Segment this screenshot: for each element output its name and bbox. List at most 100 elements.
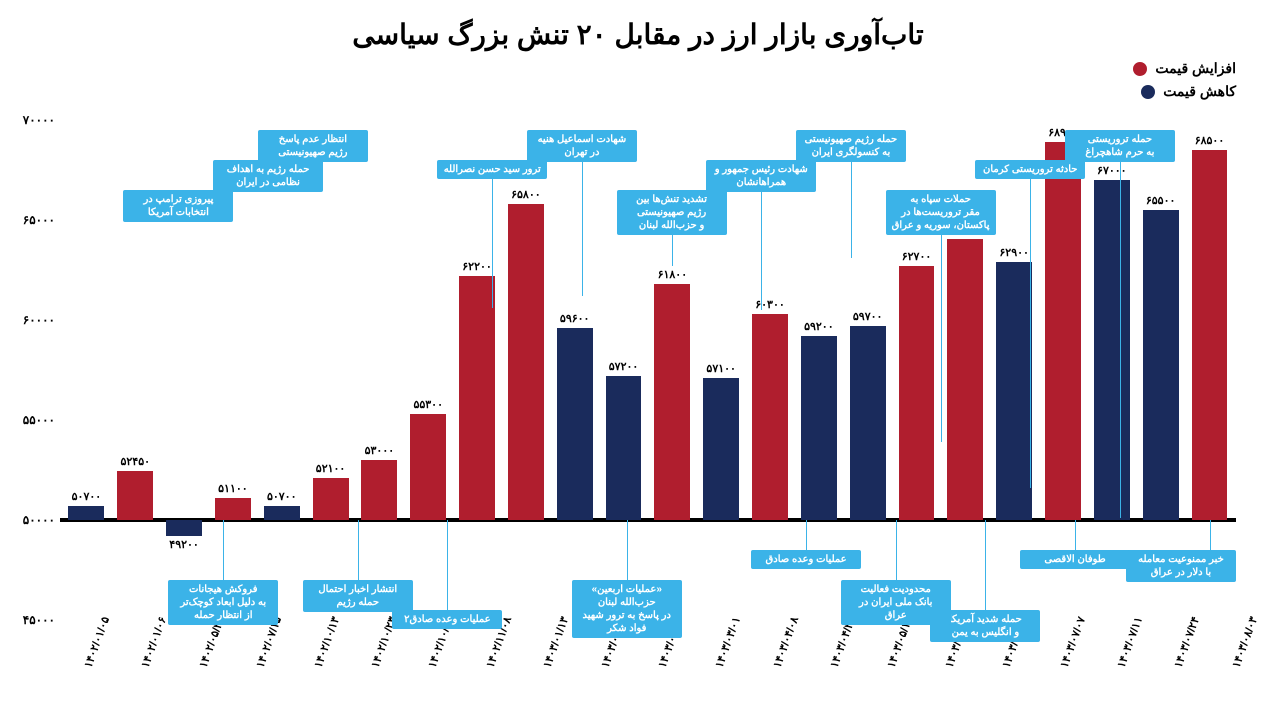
bar bbox=[1143, 210, 1179, 520]
bar-slot: ۶۱۸۰۰ bbox=[650, 120, 695, 620]
bar bbox=[752, 314, 788, 520]
bar-slot: ۶۴۰۵۰ bbox=[943, 120, 988, 620]
x-label: ۱۴۰۳/۰۴/۰۸ bbox=[770, 615, 800, 670]
bar bbox=[361, 460, 397, 520]
bar-slot: ۵۲۴۵۰ bbox=[113, 120, 158, 620]
bar bbox=[508, 204, 544, 520]
x-label: ۱۴۰۲/۱۰/۲۶ bbox=[426, 615, 456, 670]
page-title: تاب‌آوری بازار ارز در مقابل ۲۰ تنش بزرگ … bbox=[0, 0, 1276, 61]
x-axis-labels: ۱۴۰۲/۰۱/۰۵۱۴۰۲/۰۱/۰۶۱۴۰۲/۰۵/۲۳۱۴۰۲/۰۷/۱۵… bbox=[60, 640, 1236, 653]
y-tick: ۴۵۰۰۰ bbox=[23, 613, 55, 627]
bar-value-label: ۶۵۸۰۰ bbox=[503, 188, 548, 201]
bar-slot: ۶۲۷۰۰ bbox=[894, 120, 939, 620]
bar bbox=[68, 506, 104, 520]
bar-value-label: ۵۹۲۰۰ bbox=[796, 320, 841, 333]
bar-slot: ۵۹۶۰۰ bbox=[552, 120, 597, 620]
bar-value-label: ۵۹۶۰۰ bbox=[552, 312, 597, 325]
bar bbox=[1045, 142, 1081, 520]
bar bbox=[801, 336, 837, 520]
legend-decrease: کاهش قیمت bbox=[1133, 83, 1236, 100]
bar-slot: ۵۹۲۰۰ bbox=[796, 120, 841, 620]
x-label: ۱۴۰۳/۰۱/۱۳ bbox=[541, 615, 571, 670]
x-label: ۱۴۰۲/۰۵/۲۳ bbox=[196, 615, 226, 670]
x-label: ۱۴۰۳/۰۸/۰۳ bbox=[1229, 615, 1259, 670]
bar-slot: ۴۹۲۰۰ bbox=[162, 120, 207, 620]
bar bbox=[117, 471, 153, 520]
x-label: ۱۴۰۳/۰۶/۳۰ bbox=[1000, 615, 1030, 670]
bar-value-label: ۶۷۰۰۰ bbox=[1089, 164, 1134, 177]
bar-value-label: ۶۱۸۰۰ bbox=[650, 268, 695, 281]
x-label: ۱۴۰۳/۰۶/۰۸ bbox=[942, 615, 972, 670]
legend-label-increase: افزایش قیمت bbox=[1155, 60, 1236, 77]
y-tick: ۵۵۰۰۰ bbox=[23, 413, 55, 427]
bar-value-label: ۵۰۷۰۰ bbox=[259, 490, 304, 503]
bar bbox=[313, 478, 349, 520]
bar-value-label: ۵۱۱۰۰ bbox=[210, 482, 255, 495]
bar-slot: ۶۸۵۰۰ bbox=[1187, 120, 1232, 620]
bar-slot: ۵۳۰۰۰ bbox=[357, 120, 402, 620]
bars-container: ۵۰۷۰۰ ۵۲۴۵۰ ۴۹۲۰۰ ۵۱۱۰۰ ۵۰۷۰۰ ۵۲۱۰۰ ۵۳۰۰۰ ۵۵۳۰۰… bbox=[60, 120, 1236, 620]
x-label: ۱۴۰۳/۰۴/۲۸ bbox=[828, 615, 858, 670]
legend-increase: افزایش قیمت bbox=[1133, 60, 1236, 77]
bar-value-label: ۴۹۲۰۰ bbox=[162, 538, 207, 551]
bar-value-label: ۵۷۱۰۰ bbox=[699, 362, 744, 375]
bar bbox=[850, 326, 886, 520]
bar-value-label: ۵۳۰۰۰ bbox=[357, 444, 402, 457]
bar-slot: ۵۲۱۰۰ bbox=[308, 120, 353, 620]
bar bbox=[166, 520, 202, 536]
legend-dot-decrease bbox=[1141, 85, 1155, 99]
x-label: ۱۴۰۳/۰۱/۲۵ bbox=[598, 615, 628, 670]
x-label: ۱۴۰۲/۱۰/۲۳ bbox=[369, 615, 399, 670]
x-label: ۱۴۰۲/۰۱/۰۶ bbox=[139, 615, 169, 670]
bar bbox=[557, 328, 593, 520]
legend-label-decrease: کاهش قیمت bbox=[1163, 83, 1236, 100]
bar bbox=[459, 276, 495, 520]
bar bbox=[1192, 150, 1228, 520]
legend: افزایش قیمت کاهش قیمت bbox=[1133, 60, 1236, 106]
x-label: ۱۴۰۳/۰۷/۱۱ bbox=[1115, 615, 1145, 670]
bar-value-label: ۵۲۱۰۰ bbox=[308, 462, 353, 475]
bar-slot: ۵۱۱۰۰ bbox=[210, 120, 255, 620]
x-label: ۱۴۰۲/۱۱/۰۸ bbox=[483, 615, 513, 670]
bar-slot: ۶۵۵۰۰ bbox=[1138, 120, 1183, 620]
x-label: ۱۴۰۳/۰۷/۰۷ bbox=[1057, 615, 1087, 670]
bar-value-label: ۵۵۳۰۰ bbox=[406, 398, 451, 411]
bar bbox=[215, 498, 251, 520]
x-label: ۱۴۰۲/۱۰/۱۳ bbox=[311, 615, 341, 670]
bar bbox=[410, 414, 446, 520]
bar bbox=[996, 262, 1032, 520]
legend-dot-increase bbox=[1133, 62, 1147, 76]
y-axis: ۴۵۰۰۰۵۰۰۰۰۵۵۰۰۰۶۰۰۰۰۶۵۰۰۰۷۰۰۰۰ bbox=[5, 120, 60, 620]
bar bbox=[947, 239, 983, 520]
bar-value-label: ۶۲۷۰۰ bbox=[894, 250, 939, 263]
bar-value-label: ۵۲۴۵۰ bbox=[113, 455, 158, 468]
bar-value-label: ۶۲۲۰۰ bbox=[455, 260, 500, 273]
x-label: ۱۴۰۲/۰۱/۰۵ bbox=[82, 615, 112, 670]
x-label: ۱۴۰۳/۰۷/۲۴ bbox=[1172, 615, 1202, 670]
x-label: ۱۴۰۳/۰۵/۱۰ bbox=[885, 615, 915, 670]
bar-slot: ۶۲۲۰۰ bbox=[455, 120, 500, 620]
bar-slot: ۵۵۳۰۰ bbox=[406, 120, 451, 620]
bar-slot: ۶۸۹۰۰ bbox=[1041, 120, 1086, 620]
bar-value-label: ۵۷۲۰۰ bbox=[601, 360, 646, 373]
bar-slot: ۶۰۳۰۰ bbox=[748, 120, 793, 620]
y-tick: ۵۰۰۰۰ bbox=[23, 513, 55, 527]
bar bbox=[264, 506, 300, 520]
bar bbox=[606, 376, 642, 520]
bar-slot: ۵۰۷۰۰ bbox=[259, 120, 304, 620]
plot-area: ۵۰۷۰۰ ۵۲۴۵۰ ۴۹۲۰۰ ۵۱۱۰۰ ۵۰۷۰۰ ۵۲۱۰۰ ۵۳۰۰۰ ۵۵۳۰۰… bbox=[60, 120, 1236, 620]
bar-slot: ۵۰۷۰۰ bbox=[64, 120, 109, 620]
bar bbox=[703, 378, 739, 520]
bar-slot: ۶۷۰۰۰ bbox=[1089, 120, 1134, 620]
bar-value-label: ۶۸۵۰۰ bbox=[1187, 134, 1232, 147]
y-tick: ۶۰۰۰۰ bbox=[23, 313, 55, 327]
bar-value-label: ۶۰۳۰۰ bbox=[748, 298, 793, 311]
x-label: ۱۴۰۲/۰۷/۱۵ bbox=[254, 615, 284, 670]
bar-value-label: ۶۲۹۰۰ bbox=[992, 246, 1037, 259]
x-label: ۱۴۰۳/۰۳/۰۱ bbox=[713, 615, 743, 670]
y-tick: ۷۰۰۰۰ bbox=[23, 113, 55, 127]
bar-value-label: ۶۴۰۵۰ bbox=[943, 223, 988, 236]
bar bbox=[1094, 180, 1130, 520]
bar-value-label: ۶۵۵۰۰ bbox=[1138, 194, 1183, 207]
chart-area: ۴۵۰۰۰۵۰۰۰۰۵۵۰۰۰۶۰۰۰۰۶۵۰۰۰۷۰۰۰۰ ۵۰۷۰۰۵۲۴۵… bbox=[60, 120, 1236, 620]
